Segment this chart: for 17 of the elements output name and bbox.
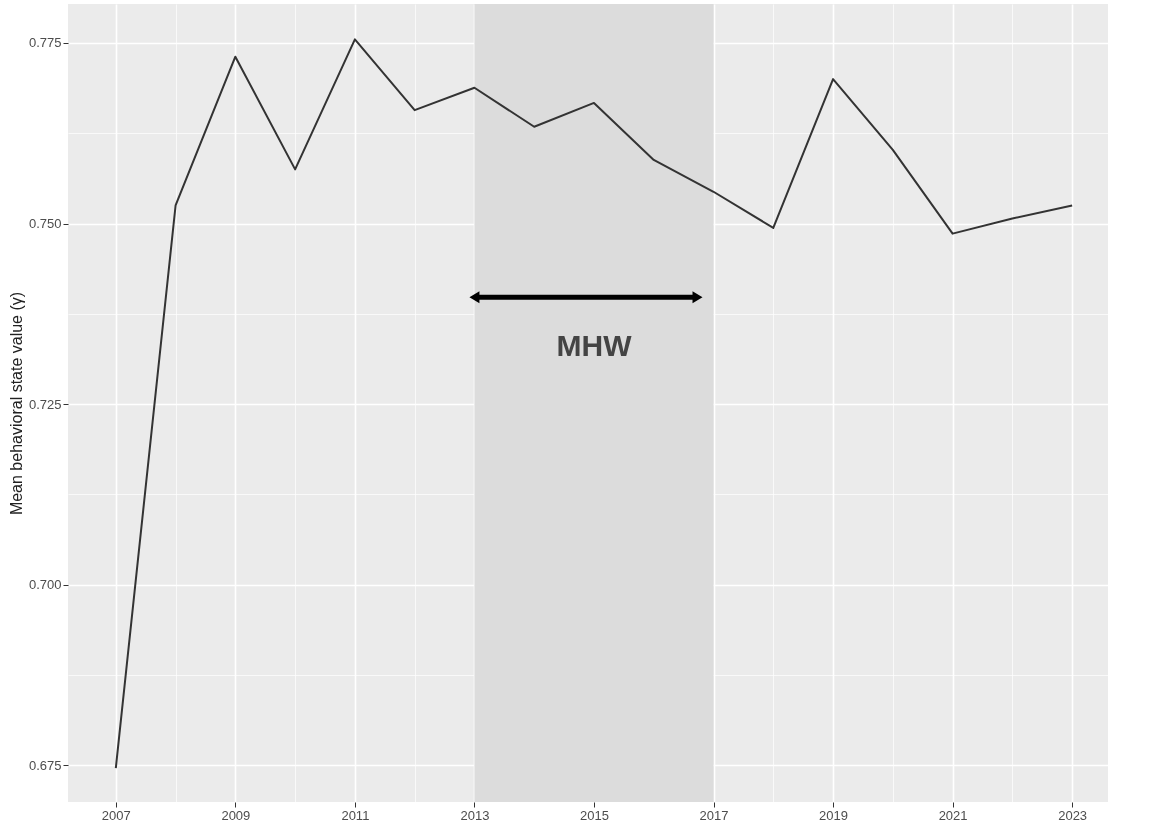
x-tick-label: 2023 xyxy=(1058,807,1088,823)
x-tick-label: 2019 xyxy=(819,807,849,823)
y-tick-label: 0.675 xyxy=(28,757,62,773)
x-tick-label: 2021 xyxy=(938,807,968,823)
x-tick-label: 2011 xyxy=(341,807,370,823)
x-tick-label: 2009 xyxy=(221,807,251,823)
x-tick-label: 2017 xyxy=(699,807,729,823)
y-tick-label: 0.750 xyxy=(28,216,62,232)
line-series xyxy=(114,38,1074,770)
y-tick-label: 0.725 xyxy=(28,396,62,412)
x-tick-label: 2007 xyxy=(101,807,131,823)
y-axis-title: Mean behavioral state value (γ) xyxy=(7,291,25,516)
y-tick-label: 0.700 xyxy=(28,577,62,593)
x-tick-label: 2013 xyxy=(460,807,490,823)
annotation: MHW xyxy=(556,329,633,363)
x-tick-label: 2015 xyxy=(580,807,609,823)
y-tick-label: 0.775 xyxy=(28,35,62,51)
